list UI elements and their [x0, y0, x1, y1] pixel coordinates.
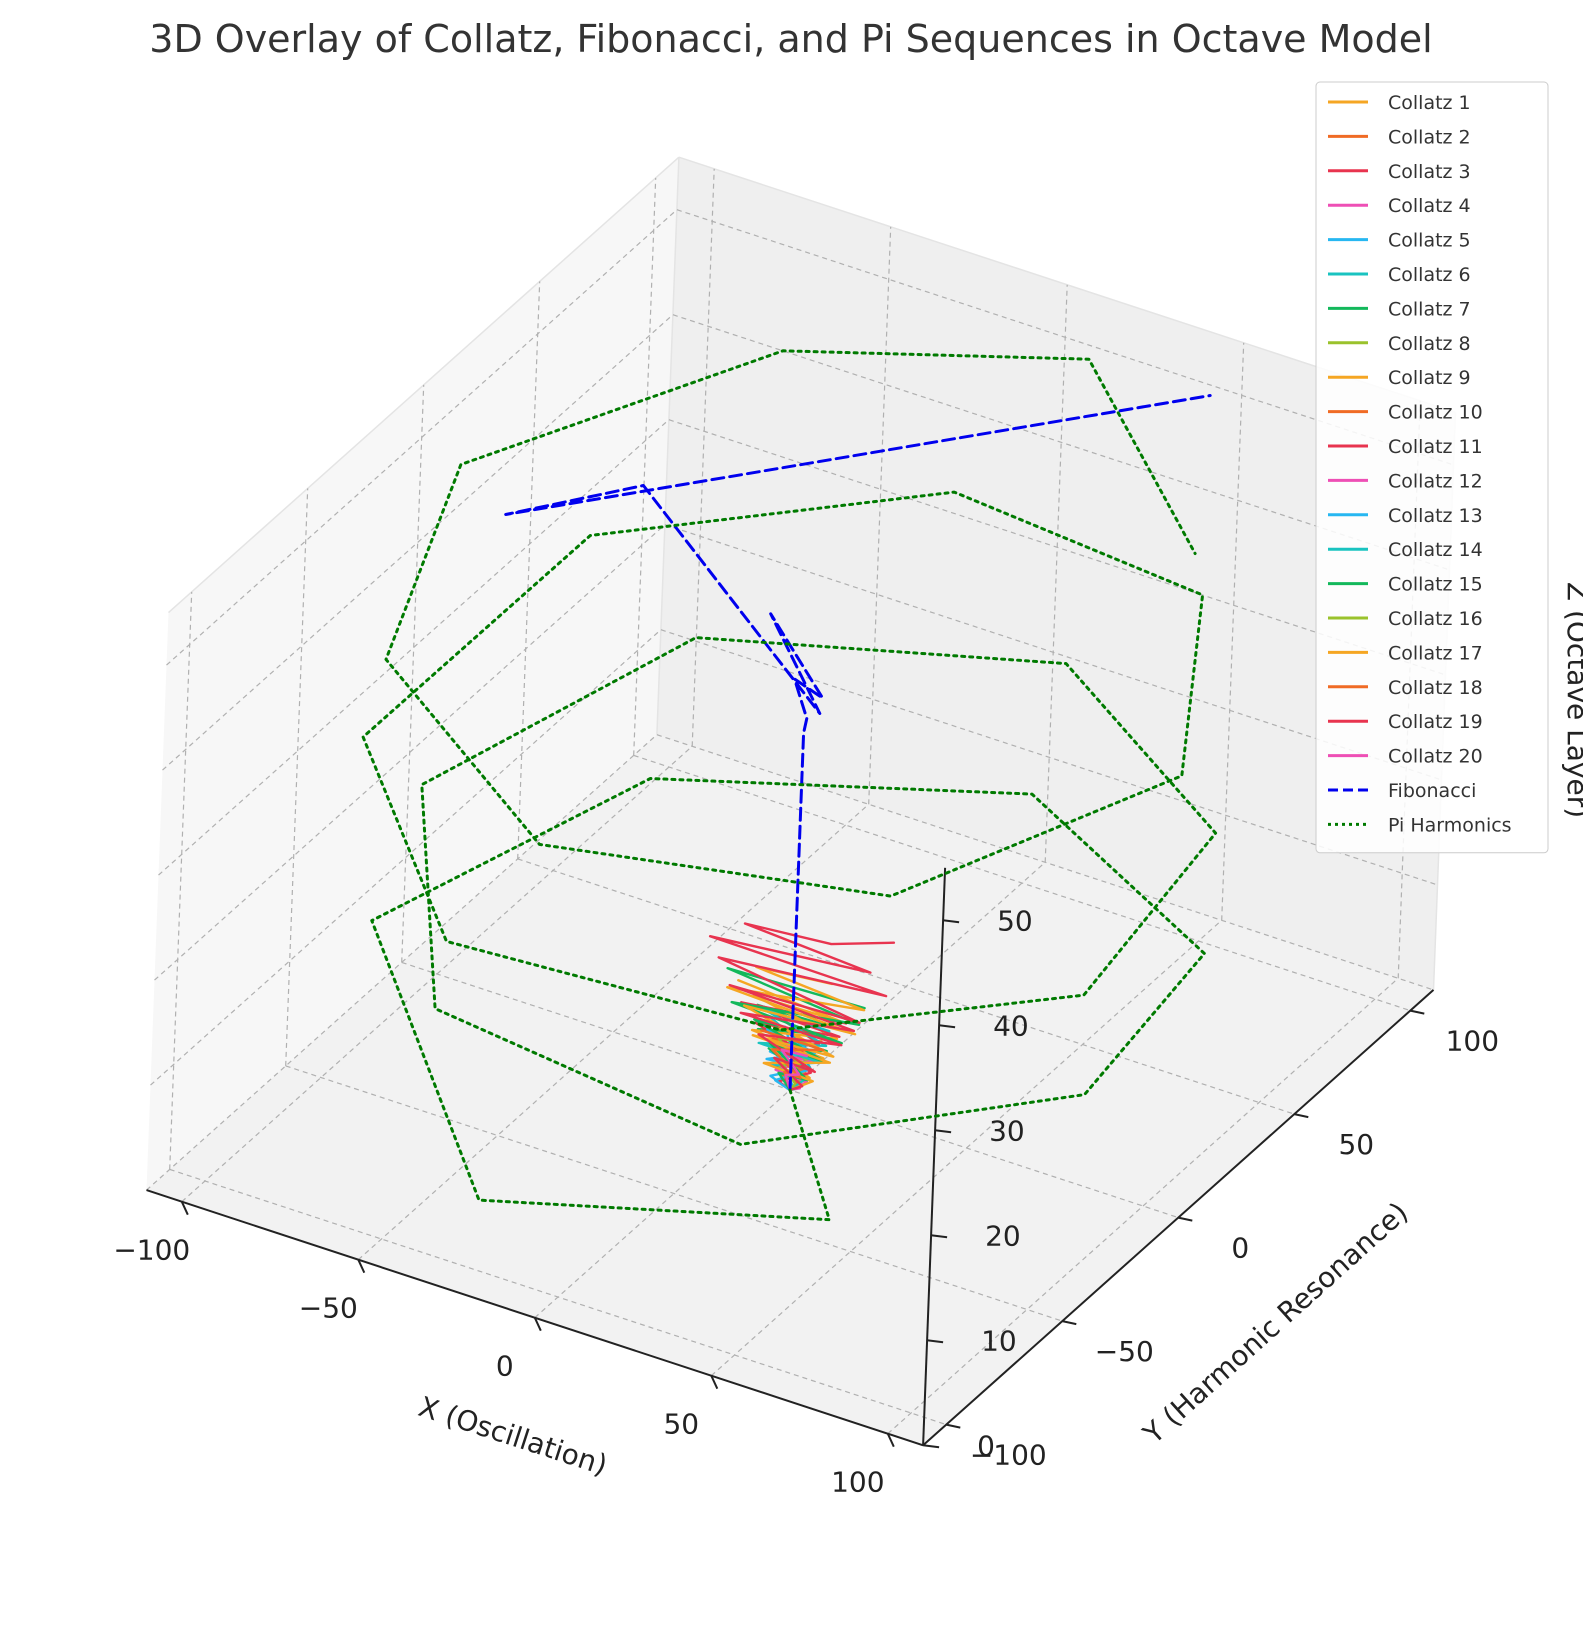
legend-label: Collatz 2	[1388, 126, 1471, 148]
z-grid-left	[146, 734, 658, 1191]
x-tick-label: −100	[113, 1234, 190, 1267]
y-grid-left	[285, 488, 309, 1066]
z-tick-label: 50	[997, 904, 1033, 937]
legend-label: Collatz 16	[1388, 608, 1483, 630]
z-tick-mark	[938, 1024, 956, 1029]
legend-label: Collatz 20	[1388, 746, 1483, 768]
series-line-collatz-19	[708, 922, 896, 1092]
legend-label: Collatz 17	[1388, 642, 1483, 664]
y-grid-left	[401, 384, 425, 963]
z-axis-label: Z (Octave Layer)	[1561, 582, 1583, 818]
legend-label: Collatz 6	[1388, 264, 1471, 286]
legend-label: Collatz 12	[1388, 470, 1483, 492]
y-grid-floor	[517, 858, 1295, 1115]
legend-label: Pi Harmonics	[1388, 814, 1512, 836]
z-tick-mark	[942, 919, 960, 924]
x-grid-back	[1221, 342, 1245, 921]
z-tick-mark	[930, 1234, 948, 1239]
y-grid-floor	[633, 754, 1411, 1012]
x-tick-mark	[180, 1201, 189, 1216]
z-grid-left	[166, 209, 678, 666]
legend-label: Collatz 9	[1388, 367, 1471, 389]
y-grid-left	[517, 281, 541, 859]
x-tick-mark	[357, 1259, 366, 1274]
z-tick-mark	[922, 1444, 940, 1449]
z-tick-label: 40	[993, 1009, 1029, 1042]
z-grid-back	[664, 524, 1442, 781]
series-line-fibonacci	[504, 394, 1212, 1092]
legend-box	[1315, 81, 1549, 854]
x-tick-label: 50	[663, 1408, 699, 1441]
z-tick-mark	[926, 1339, 944, 1344]
y-tick-label: 0	[1231, 1232, 1249, 1265]
legend-label: Collatz 3	[1388, 161, 1471, 183]
y-tick-mark	[946, 1423, 961, 1429]
y-tick-label: 100	[1446, 1025, 1499, 1058]
y-axis-label: Y (Harmonic Resonance)	[1136, 1196, 1414, 1451]
z-grid-left	[150, 629, 662, 1086]
x-grid-back	[868, 226, 892, 805]
x-tick-mark	[886, 1433, 895, 1448]
legend-label: Collatz 5	[1388, 230, 1471, 252]
z-tick-label: 0	[977, 1429, 995, 1462]
series-layer	[361, 349, 1218, 1222]
x-grid-back	[1044, 284, 1068, 863]
y-grid-left	[633, 177, 657, 756]
legend: Collatz 1 Collatz 2 Collatz 3 Collatz 4 Coll…	[1315, 81, 1549, 854]
y-tick-label: −50	[1095, 1335, 1154, 1368]
z-tick-label: 10	[981, 1324, 1017, 1357]
legend-label: Collatz 14	[1388, 539, 1483, 561]
z-tick-mark	[934, 1129, 952, 1134]
legend-label: Collatz 15	[1388, 574, 1483, 596]
x-tick-mark	[710, 1375, 719, 1390]
legend-label: Collatz 18	[1388, 677, 1483, 699]
pane-edge	[168, 156, 680, 614]
legend-label: Collatz 1	[1388, 92, 1471, 114]
y-tick-label: −100	[970, 1439, 1047, 1472]
legend-label: Collatz 7	[1388, 298, 1471, 320]
legend-label: Collatz 19	[1388, 711, 1483, 733]
y-tick-mark	[1294, 1113, 1309, 1119]
legend-label: Fibonacci	[1388, 780, 1476, 802]
y-tick-mark	[1410, 1009, 1425, 1015]
y-grid-floor	[285, 1065, 1063, 1322]
x-tick-mark	[533, 1317, 542, 1332]
z-axis-line	[922, 867, 947, 1446]
y-tick-mark	[1062, 1320, 1077, 1326]
y-grid-left	[169, 591, 193, 1170]
z-grid-back	[672, 314, 1450, 571]
z-grid-left	[162, 314, 674, 771]
z-grid-back	[676, 209, 1454, 466]
legend-label: Collatz 11	[1388, 436, 1483, 458]
z-tick-label: 30	[989, 1114, 1025, 1147]
y-tick-mark	[1178, 1216, 1193, 1222]
x-tick-label: 0	[496, 1350, 514, 1383]
x-axis-label: X (Oscillation)	[415, 1390, 612, 1482]
y-tick-label: 50	[1338, 1128, 1374, 1161]
x-grid-floor	[887, 977, 1399, 1435]
legend-label: Collatz 8	[1388, 333, 1471, 355]
legend-label: Collatz 10	[1388, 402, 1483, 424]
series-line-collatz-17	[726, 965, 866, 1092]
y-grid-floor	[169, 1168, 947, 1426]
z-grid-back	[668, 419, 1446, 676]
legend-label: Collatz 13	[1388, 505, 1483, 527]
chart-title: 3D Overlay of Collatz, Fibonacci, and Pi…	[149, 17, 1432, 61]
z-grid-left	[158, 419, 670, 876]
z-grid-left	[154, 524, 666, 981]
x-tick-label: −50	[299, 1292, 358, 1325]
pane-edge	[656, 157, 680, 735]
z-tick-label: 20	[985, 1219, 1021, 1252]
z-grid-back	[656, 734, 1434, 991]
x-grid-back	[691, 168, 715, 747]
legend-label: Collatz 4	[1388, 195, 1471, 217]
x-tick-label: 100	[831, 1466, 884, 1499]
series-line-pi-harmonics	[361, 349, 1218, 1222]
z-grid-back	[660, 629, 1438, 886]
